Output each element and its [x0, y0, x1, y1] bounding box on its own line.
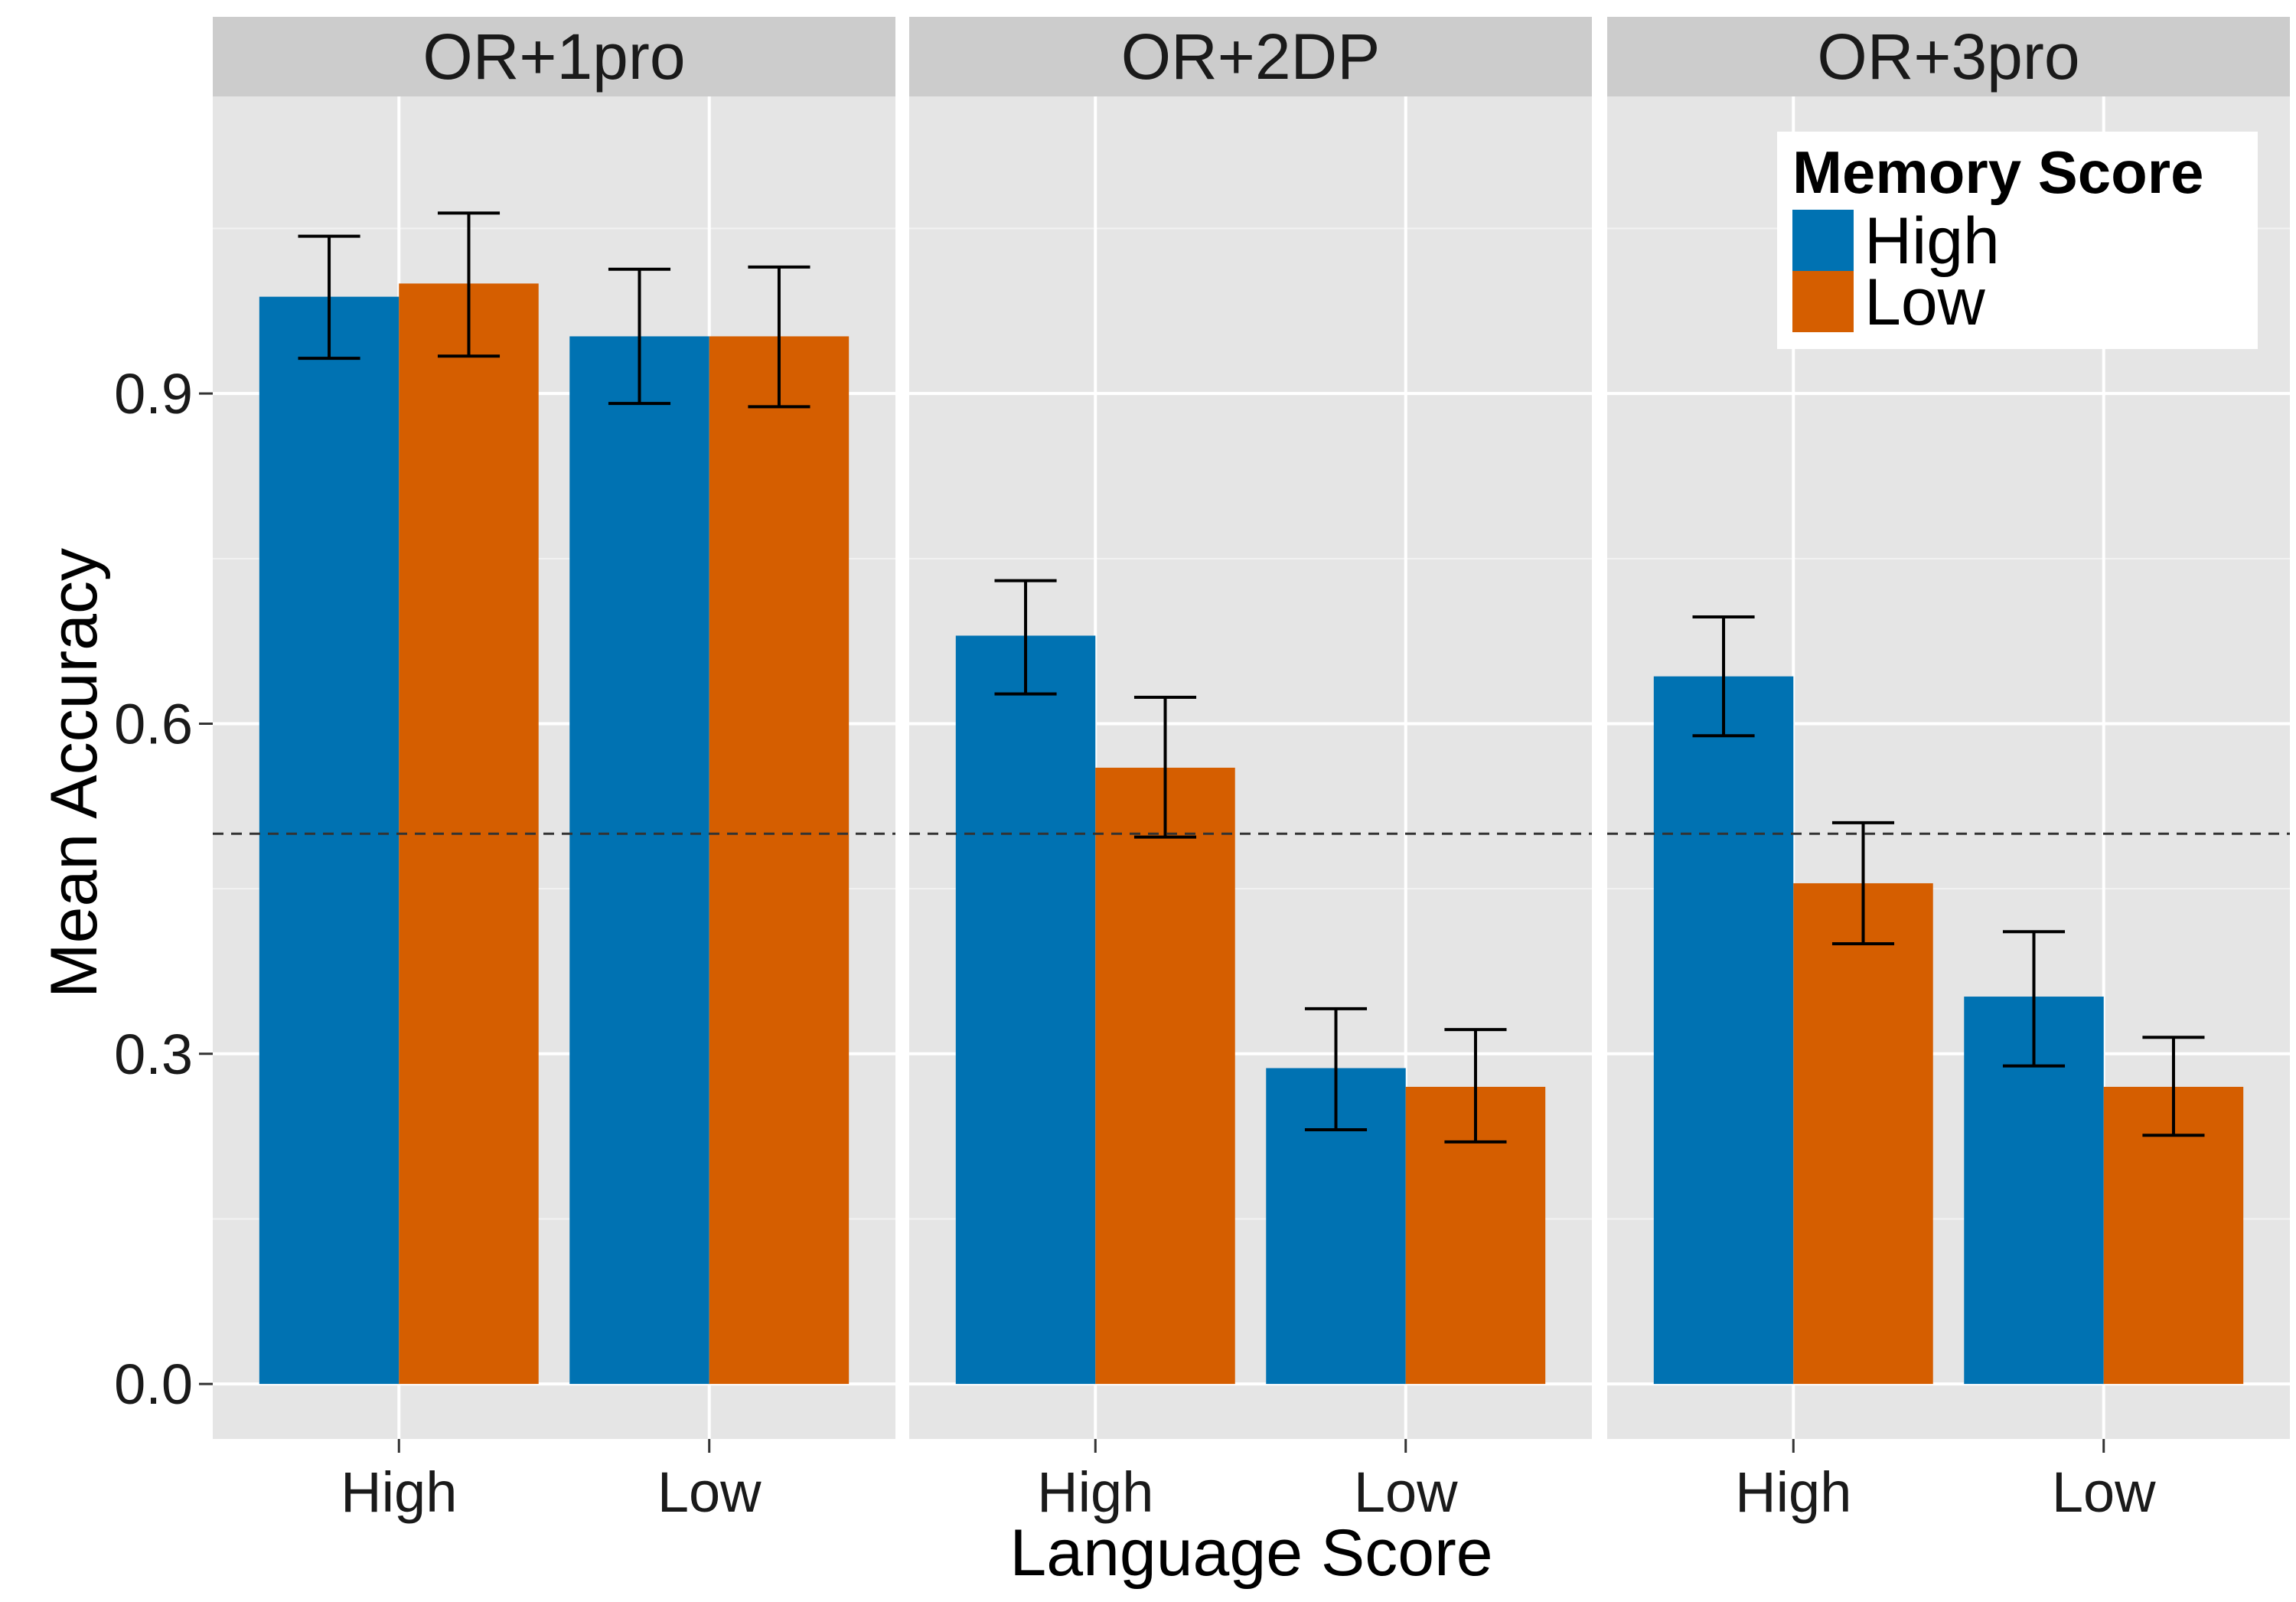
error-bar — [1831, 821, 1895, 946]
facet-title: OR+1pro — [422, 21, 685, 93]
error-bar — [298, 234, 360, 361]
error-bar — [608, 267, 671, 406]
error-bar — [1444, 1028, 1507, 1144]
x-tick-label: Low — [2052, 1460, 2156, 1524]
x-tick-label: High — [1735, 1460, 1851, 1524]
legend-key-low — [1792, 271, 1854, 332]
facet-strip — [909, 17, 1592, 96]
facet-strip — [213, 17, 895, 96]
bar-high-high — [259, 296, 400, 1385]
x-tick-label: Low — [657, 1460, 762, 1524]
legend-label-low: Low — [1864, 266, 1986, 339]
x-tick-label: High — [1037, 1460, 1153, 1524]
y-tick-label: 0.0 — [114, 1352, 193, 1416]
panel-or-1pro: OR+1pro High Low — [213, 17, 895, 1524]
y-tick-label: 0.6 — [114, 692, 193, 755]
facet-title: OR+3pro — [1817, 21, 2079, 93]
error-bar — [994, 579, 1057, 696]
panel-or-2dp: OR+2DP High Low — [909, 17, 1592, 1524]
y-axis: 0.0 0.3 0.6 0.9 — [114, 362, 213, 1416]
bar-low-high — [1095, 768, 1235, 1385]
error-bar — [1692, 615, 1755, 738]
y-tick-label: 0.3 — [114, 1023, 193, 1086]
bar-high-high — [1653, 676, 1794, 1385]
bar-high-high — [955, 635, 1096, 1385]
error-bar — [2142, 1036, 2205, 1137]
legend-key-high — [1792, 210, 1854, 271]
error-bar — [1133, 695, 1197, 839]
bar-low-low — [709, 336, 850, 1385]
error-bar — [748, 265, 810, 409]
error-bar — [1304, 1007, 1368, 1132]
y-tick-label: 0.9 — [114, 362, 193, 426]
legend-title: Memory Score — [1792, 139, 2204, 206]
error-bar — [437, 211, 501, 358]
facet-strip — [1607, 17, 2290, 96]
bar-low-high — [1793, 883, 1933, 1385]
legend-label-high: High — [1864, 204, 2000, 278]
y-axis-title: Mean Accuracy — [38, 548, 111, 998]
bar-high-low — [569, 336, 709, 1385]
legend-background — [1777, 132, 2258, 349]
error-bar — [2002, 930, 2066, 1068]
x-tick-label: High — [341, 1460, 457, 1524]
facet-title: OR+2DP — [1121, 21, 1380, 93]
x-tick-label: Low — [1354, 1460, 1458, 1524]
x-axis-title: Language Score — [1009, 1516, 1492, 1590]
